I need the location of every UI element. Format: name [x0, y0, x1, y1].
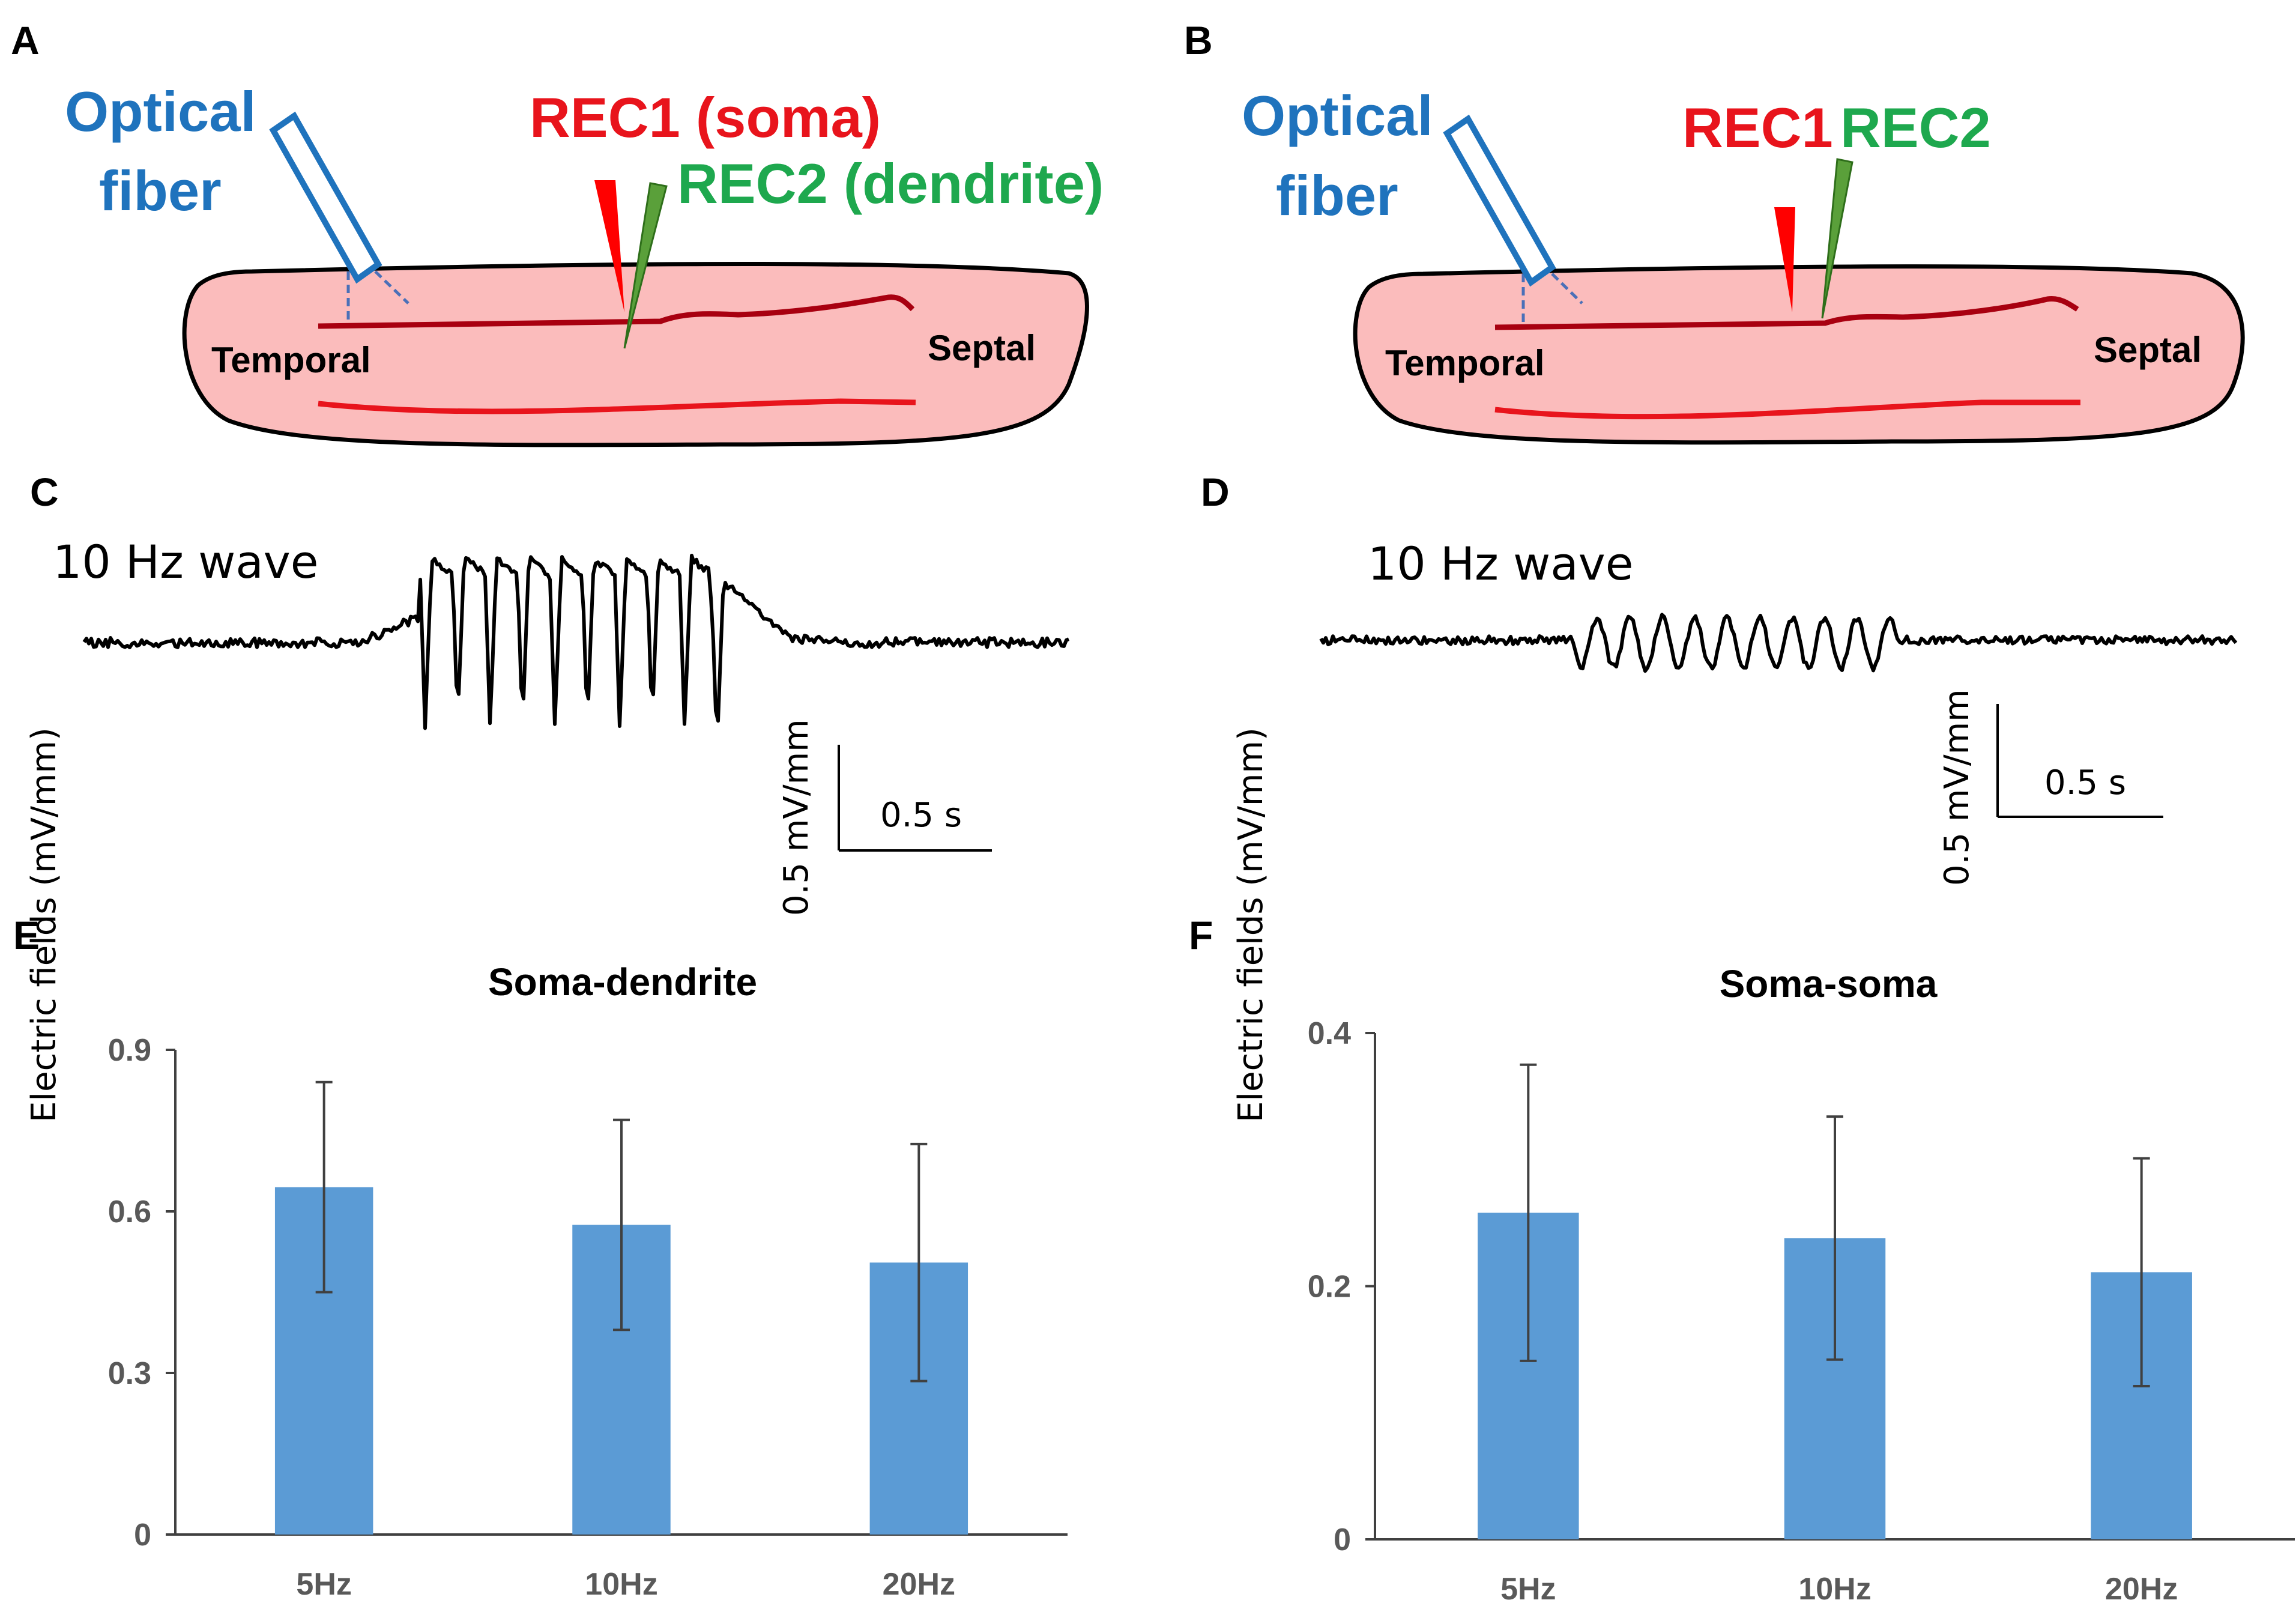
x-tick-label: 20Hz [883, 1567, 955, 1602]
panel-label-b: B [1184, 18, 1213, 62]
rec1-electrode-a [594, 180, 624, 312]
lfp-trace-c [82, 554, 1070, 730]
x-tick-label: 20Hz [2105, 1572, 2178, 1607]
light-cone-a [346, 270, 409, 324]
trace-panel-c: 10 Hz wave 0.5 mV/mm 0.5 s [53, 535, 1070, 916]
y-tick-label: 0.6 [108, 1195, 151, 1229]
temporal-label-a: Temporal [211, 340, 371, 380]
bar-chart-soma-soma: Soma-soma Electric fields (mV/mm) 0 0.2 0.… [1231, 727, 2295, 1607]
hippocampus-diagram-b: Optical fiber REC1 REC2 Temporal Septal [1242, 84, 2245, 445]
septal-label-a: Septal [928, 328, 1036, 368]
rec2-electrode-a [623, 182, 668, 349]
y-tick-label: 0.3 [108, 1356, 151, 1391]
trace-title-c: 10 Hz wave [53, 535, 319, 589]
x-tick-label: 5Hz [1500, 1572, 1556, 1607]
bar-chart-soma-dendrite: Soma-dendrite Electric fields (mV/mm) 0 0… [25, 727, 1068, 1602]
chart-title-f: Soma-soma [1720, 962, 1938, 1005]
temporal-label-b: Temporal [1385, 343, 1545, 383]
scale-label-voltage-c: 0.5 mV/mm [777, 719, 816, 916]
panel-label-c: C [30, 470, 59, 514]
y-tick-label: 0.4 [1308, 1016, 1351, 1051]
x-tick-label: 10Hz [1798, 1572, 1871, 1607]
rec1-label-b: REC1 [1682, 96, 1833, 159]
rec1-label-a: REC1 (soma) [530, 86, 881, 149]
y-tick-label: 0.9 [108, 1033, 151, 1068]
septal-label-b: Septal [2094, 330, 2202, 370]
dendrite-layer-a [318, 294, 915, 329]
y-axis-title-e: Electric fields (mV/mm) [25, 727, 64, 1123]
light-cone-b [1521, 273, 1583, 326]
fiber-label-line2-b: fiber [1276, 164, 1398, 227]
y-tick-label: 0 [134, 1518, 151, 1553]
scale-label-time-c: 0.5 s [880, 796, 962, 835]
fiber-label-line1-a: Optical [65, 80, 256, 143]
panel-label-f: F [1189, 913, 1213, 957]
trace-panel-d: 10 Hz wave 0.5 mV/mm 0.5 s [1319, 537, 2238, 886]
panel-label-d: D [1201, 470, 1230, 514]
rec1-electrode-b [1774, 207, 1795, 312]
fiber-label-line2-a: fiber [99, 159, 222, 222]
panel-label-e: E [13, 913, 40, 957]
lfp-trace-d [1319, 613, 2238, 673]
rec2-label-a: REC2 (dendrite) [677, 152, 1104, 215]
x-tick-label: 5Hz [296, 1567, 351, 1602]
scale-label-time-d: 0.5 s [2044, 763, 2126, 802]
panel-label-a: A [11, 18, 40, 62]
scale-label-voltage-d: 0.5 mV/mm [1938, 689, 1977, 886]
chart-title-e: Soma-dendrite [488, 960, 757, 1004]
soma-layer-b [1494, 399, 2080, 420]
hippocampus-diagram-a: Optical fiber REC1 (soma) REC2 (dendrite… [65, 80, 1104, 447]
y-tick-label: 0.2 [1308, 1270, 1351, 1304]
optical-fiber-b [1443, 114, 1556, 287]
dendrite-layer-b [1494, 295, 2079, 330]
rec2-electrode-b [1821, 158, 1853, 319]
tissue-slice-b [1353, 264, 2245, 445]
trace-title-d: 10 Hz wave [1368, 537, 1634, 590]
rec2-label-b: REC2 [1840, 96, 1991, 159]
soma-layer-a [318, 398, 916, 414]
y-tick-label: 0 [1334, 1523, 1351, 1557]
fiber-label-line1-b: Optical [1242, 84, 1433, 147]
optical-fiber-a [269, 111, 382, 284]
y-axis-title-f: Electric fields (mV/mm) [1231, 727, 1270, 1123]
x-tick-label: 10Hz [585, 1567, 657, 1602]
